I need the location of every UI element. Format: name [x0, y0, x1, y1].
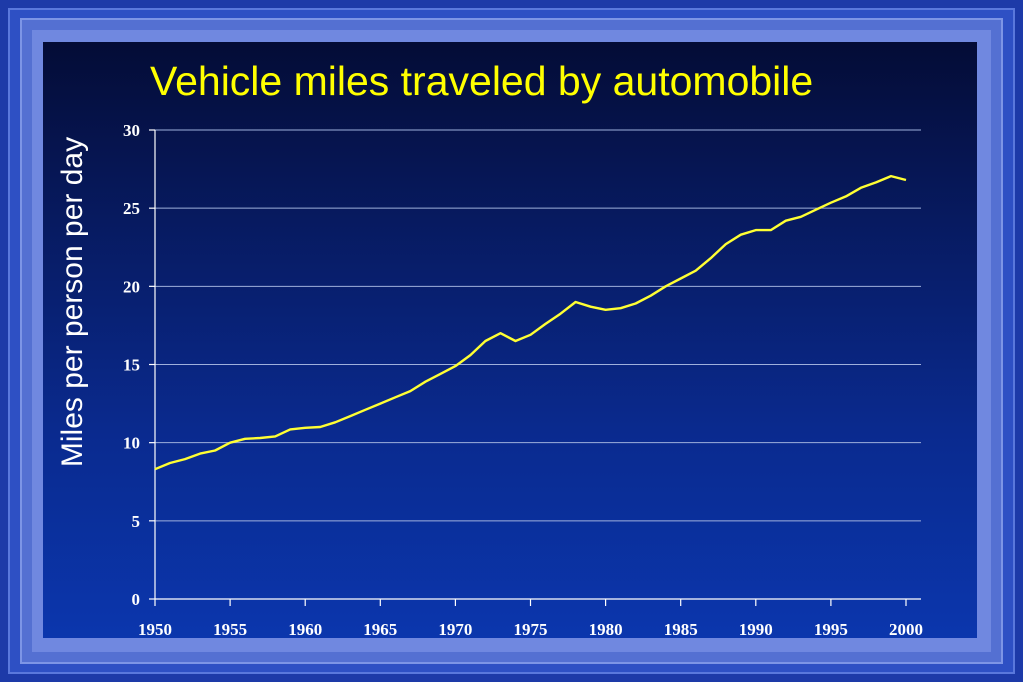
chart-title: Vehicle miles traveled by automobile [150, 58, 814, 104]
gridlines [155, 129, 921, 522]
x-tick-label-2000: 2000 [889, 620, 923, 639]
y-tick-label-20: 20 [123, 277, 140, 296]
axes [149, 129, 921, 606]
y-tick-label-10: 10 [123, 434, 140, 453]
y-axis-label: Miles per person per day [56, 136, 89, 468]
y-tick-label-0: 0 [132, 590, 141, 609]
x-tick-label-1950: 1950 [138, 620, 172, 639]
x-tick-label-1965: 1965 [363, 620, 397, 639]
x-tick-label-1995: 1995 [814, 620, 848, 639]
slide-background [43, 42, 977, 638]
y-tick-labels: 0 5 10 15 20 25 30 [123, 121, 140, 609]
y-tick-label-15: 15 [123, 356, 140, 375]
x-tick-label-1970: 1970 [438, 620, 472, 639]
x-tick-label-1975: 1975 [514, 620, 548, 639]
y-tick-label-30: 30 [123, 121, 140, 140]
y-tick-label-25: 25 [123, 199, 140, 218]
x-tick-labels: 1950 1955 1960 1965 1970 1975 1980 1985 1990 1995… [138, 620, 923, 639]
series-line-0 [154, 174, 907, 471]
x-tick-label-1990: 1990 [739, 620, 773, 639]
series-group [154, 174, 907, 471]
x-tick-label-1955: 1955 [213, 620, 247, 639]
x-tick-label-1985: 1985 [664, 620, 698, 639]
x-tick-label-1980: 1980 [589, 620, 623, 639]
x-tick-label-1960: 1960 [288, 620, 322, 639]
y-tick-label-5: 5 [132, 512, 141, 531]
